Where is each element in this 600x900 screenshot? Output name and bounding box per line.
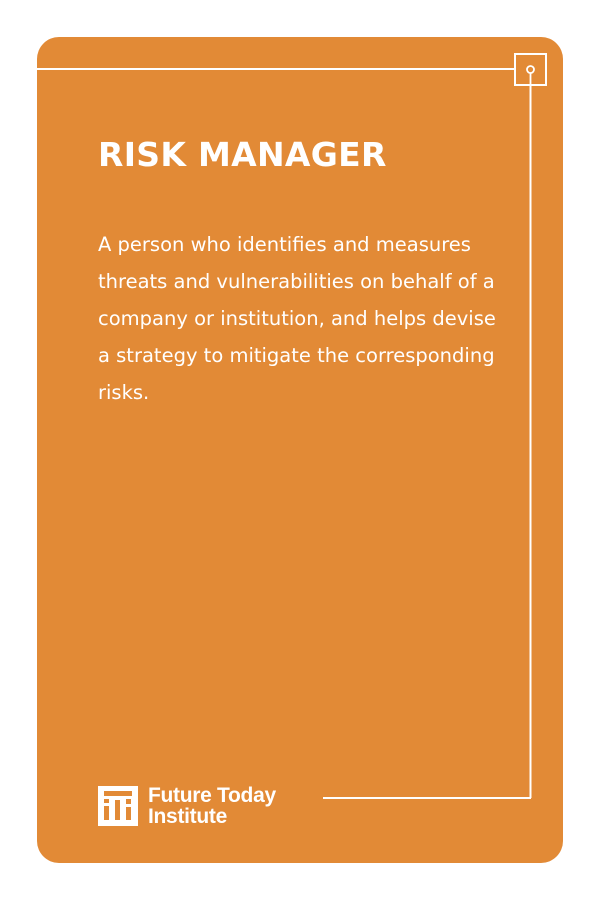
brand-name: Future Today Institute — [148, 785, 276, 827]
card-title: RISK MANAGER — [98, 135, 387, 174]
card-definition: A person who identifies and measures thr… — [98, 233, 496, 404]
card-frame-lines — [37, 53, 547, 799]
fti-logo-icon — [98, 786, 138, 826]
brand-logo: Future Today Institute — [98, 785, 276, 827]
definition-card: RISK MANAGER A person who identifies and… — [37, 37, 563, 863]
brand-name-line2: Institute — [148, 805, 227, 828]
brand-name-line1: Future Today — [148, 784, 276, 807]
